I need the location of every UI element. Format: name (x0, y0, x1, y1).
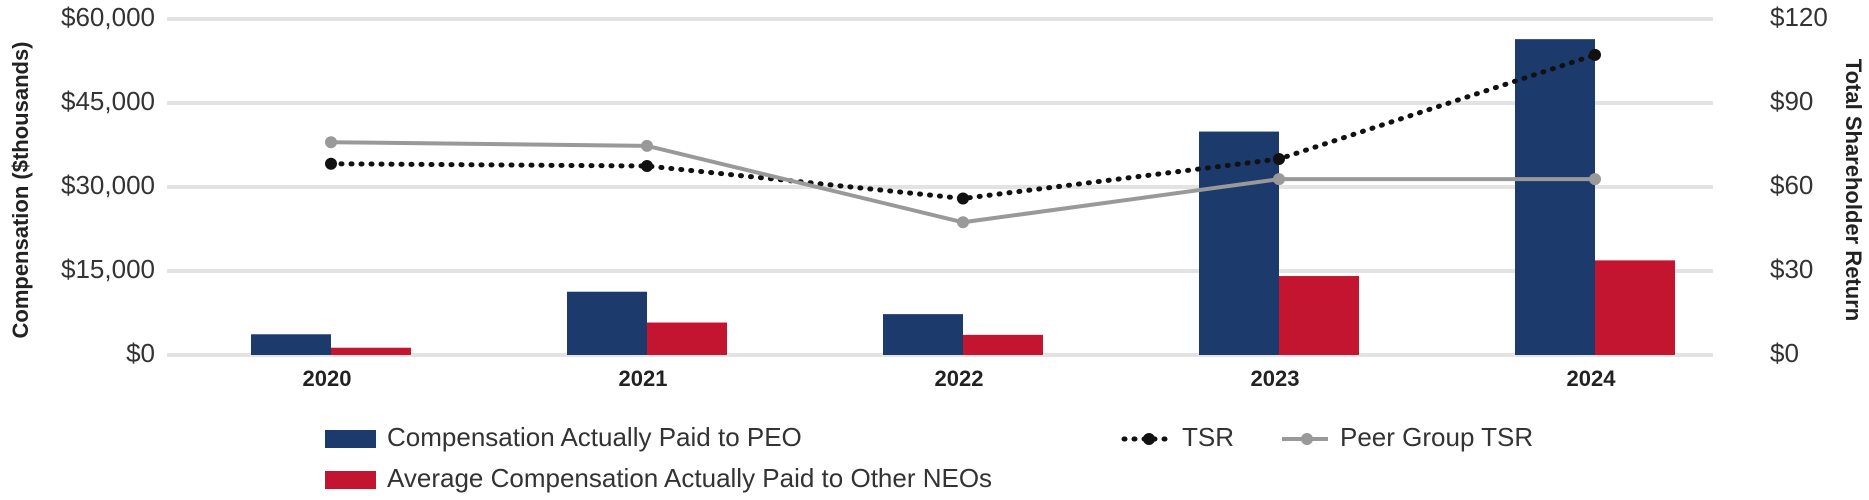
y-tick-label: $0 (126, 338, 155, 368)
line (328, 52, 1598, 201)
legend-label: Peer Group TSR (1340, 422, 1533, 452)
point (641, 160, 653, 172)
point (1589, 48, 1601, 61)
line (330, 140, 1595, 225)
y2-axis-title: Total Shareholder Return (1841, 59, 1866, 321)
y-axis-title: Compensation ($thousands) (8, 41, 33, 338)
bar (1199, 131, 1279, 355)
legend-swatch (325, 471, 376, 489)
legend-marker (1143, 433, 1155, 445)
x-tick-label: 2020 (303, 366, 352, 391)
y2-tick-label: $0 (1770, 338, 1799, 368)
bar (1515, 39, 1595, 355)
y-tick-label: $30,000 (61, 170, 155, 200)
y-tick-label: $45,000 (61, 86, 155, 116)
point (1273, 173, 1285, 186)
y2-tick-label: $60 (1770, 170, 1813, 200)
point (641, 139, 653, 152)
point (1273, 153, 1285, 165)
bar (1279, 276, 1359, 355)
y2-tick-label: $30 (1770, 254, 1813, 284)
y-tick-label: $60,000 (61, 2, 155, 32)
y2-tick-label: $90 (1770, 86, 1813, 116)
x-tick-label: 2021 (619, 366, 668, 391)
bar (331, 347, 411, 355)
bar (963, 334, 1043, 355)
point (957, 192, 969, 205)
bar (567, 291, 647, 355)
bar (883, 314, 963, 355)
bar (647, 322, 727, 355)
legend-label: Compensation Actually Paid to PEO (387, 422, 802, 452)
y2-tick-label: $120 (1770, 2, 1828, 32)
bar (1595, 260, 1675, 355)
legend-label: Average Compensation Actually Paid to Ot… (387, 463, 992, 493)
legend-marker (1301, 433, 1313, 445)
bar (251, 334, 331, 355)
x-tick-label: 2022 (935, 366, 984, 391)
point (1589, 173, 1601, 186)
x-tick-label: 2024 (1567, 366, 1617, 391)
y-tick-label: $15,000 (61, 254, 155, 284)
legend-label: TSR (1182, 422, 1234, 452)
point (325, 157, 337, 170)
point (325, 136, 337, 149)
x-tick-label: 2023 (1251, 366, 1300, 391)
legend-swatch (325, 430, 376, 448)
point (957, 216, 969, 229)
